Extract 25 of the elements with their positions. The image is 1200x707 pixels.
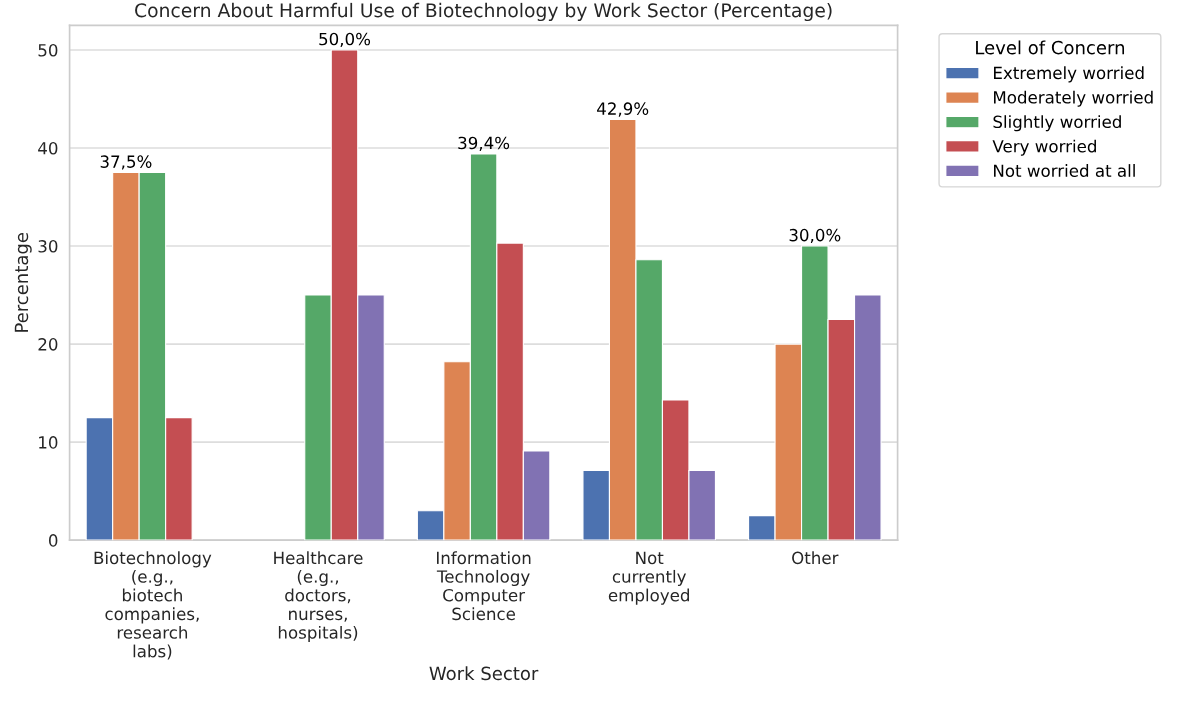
y-tick-label: 40 [38,141,58,155]
legend-label: Moderately worried [994,90,1153,107]
y-tick-label: 50 [38,43,58,57]
y-tick-label: 10 [39,436,58,449]
y-tick-label: 30 [38,240,58,253]
data-label: 37,5% [100,155,152,170]
data-label: 39,4% [458,136,510,151]
y-tick-label: 0 [48,534,58,547]
x-tick-label: Information Technology Computer Science [436,551,531,621]
chart-title: Concern About Harmful Use of Biotechnology by Work Sector (Percentage) [135,2,832,22]
y-axis-title: Percentage [14,232,32,332]
x-tick-label: Not currently employed [608,551,689,605]
data-label: 30,0% [789,228,841,244]
legend-label: Slightly worried [993,115,1121,132]
x-tick-label: Healthcare (e.g., doctors, nurses, hospitals) [274,551,363,643]
legend-label: Very worried [992,139,1096,156]
legend-title: Level of Concern [976,40,1125,55]
x-axis-title: Work Sector [429,666,539,681]
legend-label: Extremely worried [994,66,1144,83]
data-label: 42,9% [597,102,649,117]
y-tick-label: 20 [38,338,58,351]
data-label: 50,0% [319,32,371,48]
legend-label: Not worried at all [994,164,1135,178]
x-tick-label: Other [792,551,839,565]
x-tick-label: Biotechnology (e.g., biotech companies, research labs) [94,551,212,660]
